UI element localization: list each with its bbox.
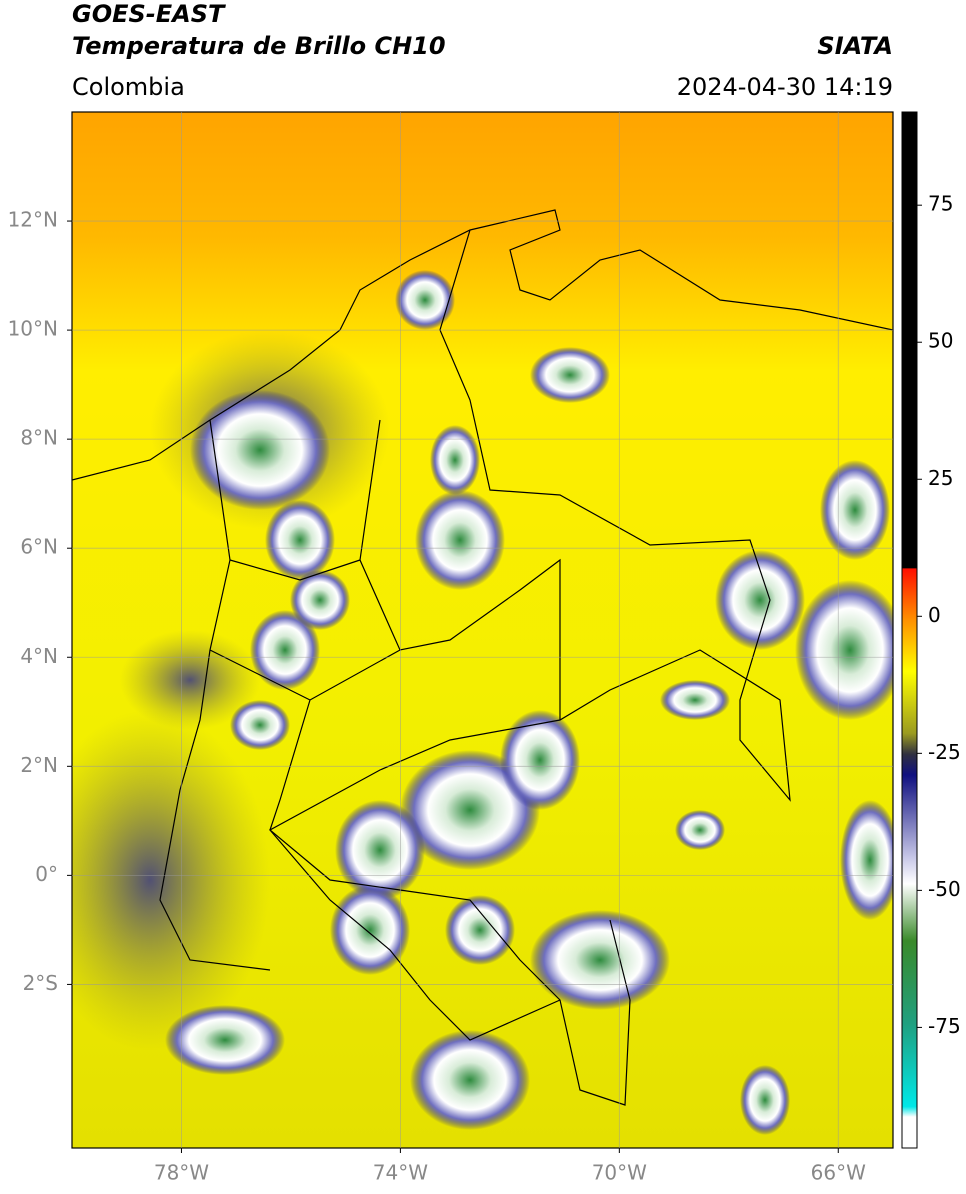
y-tick-label: 8°N xyxy=(20,426,58,450)
y-tick-label: 0° xyxy=(35,862,58,886)
x-tick-label: 70°W xyxy=(592,1161,647,1185)
x-tick-label: 78°W xyxy=(154,1161,209,1185)
region: Colombia xyxy=(72,73,185,101)
map-frame xyxy=(71,111,894,1149)
colorbar-tick-label: -50 xyxy=(928,877,961,901)
x-tick-label: 74°W xyxy=(373,1161,428,1185)
y-tick-label: 12°N xyxy=(8,208,58,232)
source: SIATA xyxy=(817,32,893,60)
colorbar-tick-label: -25 xyxy=(928,740,961,764)
y-tick-label: 2°S xyxy=(23,971,58,995)
colorbar-tick-label: 50 xyxy=(928,329,953,353)
x-tick-label: 66°W xyxy=(811,1161,866,1185)
colorbar xyxy=(901,111,918,1149)
colorbar-tick-label: 25 xyxy=(928,466,953,490)
y-tick-label: 10°N xyxy=(8,317,58,341)
colorbar-tick-label: 75 xyxy=(928,192,953,216)
title-line-1: GOES-EAST xyxy=(72,0,226,28)
y-tick-label: 4°N xyxy=(20,644,58,668)
satellite-image xyxy=(72,112,893,1148)
y-tick-label: 2°N xyxy=(20,753,58,777)
colorbar-tick-label: 0 xyxy=(928,603,941,627)
colorbar-tick-label: -75 xyxy=(928,1014,961,1038)
title-line-2: Temperatura de Brillo CH10 xyxy=(72,32,446,60)
y-tick-label: 6°N xyxy=(20,535,58,559)
timestamp: 2024-04-30 14:19 xyxy=(677,73,893,101)
